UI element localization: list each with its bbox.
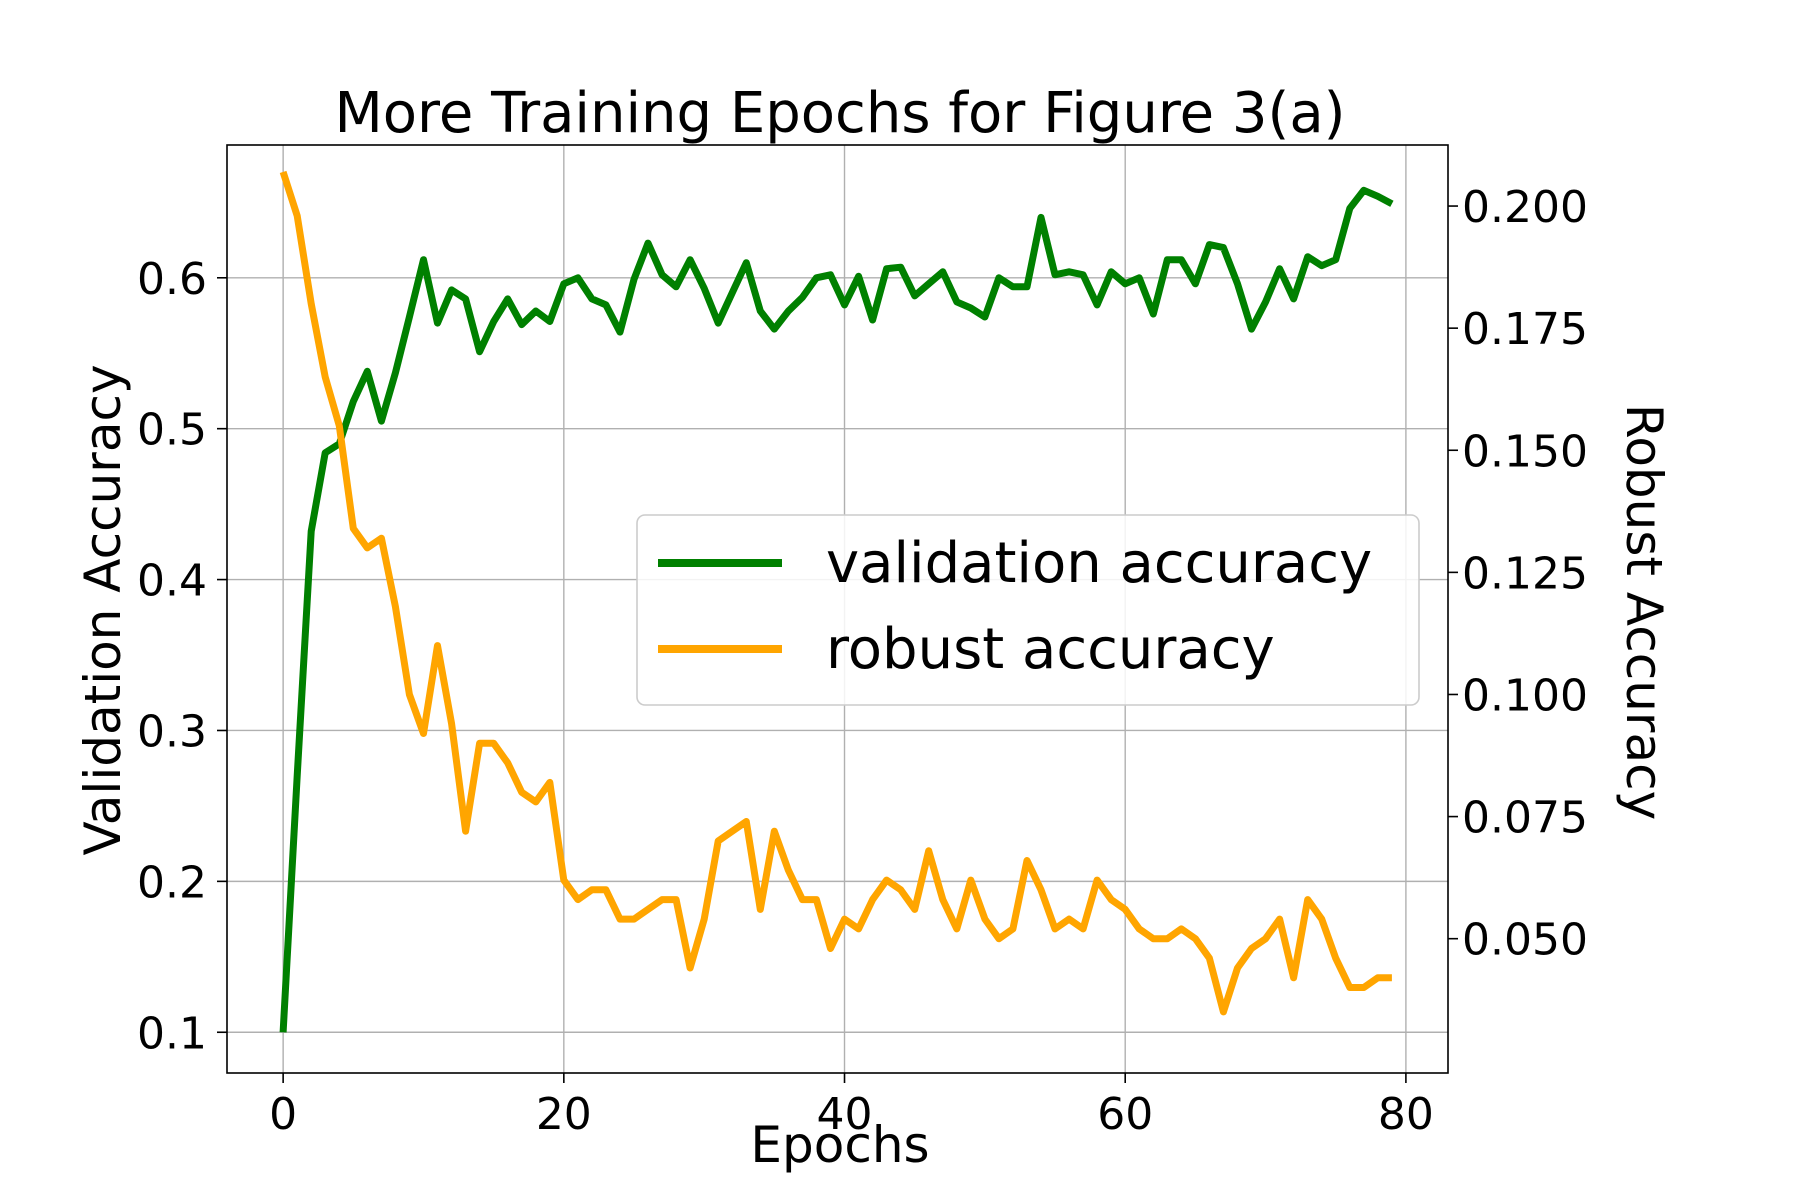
y-tick-label: 0.2 xyxy=(137,857,207,908)
x-tick-label: 60 xyxy=(1097,1089,1153,1140)
y2-tick-label: 0.125 xyxy=(1462,548,1588,599)
x-tick-label: 80 xyxy=(1378,1089,1434,1140)
y2-tick-label: 0.050 xyxy=(1462,915,1588,966)
y-tick-label: 0.5 xyxy=(137,405,207,456)
x-tick-label: 20 xyxy=(536,1089,592,1140)
series-line-robust-accuracy xyxy=(279,170,1392,1016)
y-tick-label: 0.3 xyxy=(137,706,207,757)
series-lines xyxy=(279,170,1394,1033)
y-tick-label: 0.1 xyxy=(137,1008,207,1059)
y2-axis-title: Robust Accuracy xyxy=(1615,404,1673,820)
chart-title: More Training Epochs for Figure 3(a) xyxy=(334,81,1345,146)
y-axis-title: Validation Accuracy xyxy=(74,364,132,855)
y2-tick-label: 0.175 xyxy=(1462,304,1588,355)
y2-tick-label: 0.100 xyxy=(1462,670,1588,721)
legend-box xyxy=(636,514,1420,706)
y2-tick-label: 0.075 xyxy=(1462,793,1588,844)
y2-tick-label: 0.200 xyxy=(1462,182,1588,233)
y2-tick-label: 0.150 xyxy=(1462,426,1588,477)
x-axis-title: Epochs xyxy=(750,1116,929,1174)
legend-label-validation-accuracy: validation accuracy xyxy=(826,531,1372,596)
x-tick-label: 40 xyxy=(817,1089,873,1140)
legend-label-robust-accuracy: robust accuracy xyxy=(826,617,1275,682)
x-tick-label: 0 xyxy=(269,1089,297,1140)
y-tick-label: 0.4 xyxy=(137,556,207,607)
plot-frame xyxy=(226,144,1449,1074)
y-tick-label: 0.6 xyxy=(137,254,207,305)
legend: validation accuracy robust accuracy xyxy=(636,514,1420,706)
y-axis-left: 0.1 0.2 0.3 0.4 0.5 0.6 xyxy=(137,254,227,1059)
series-line-validation-accuracy xyxy=(279,186,1394,1033)
x-axis: 0 20 40 60 80 xyxy=(269,1073,1434,1140)
y-axis-right: 0.050 0.075 0.100 0.125 0.150 0.175 0.200 xyxy=(1448,182,1588,966)
